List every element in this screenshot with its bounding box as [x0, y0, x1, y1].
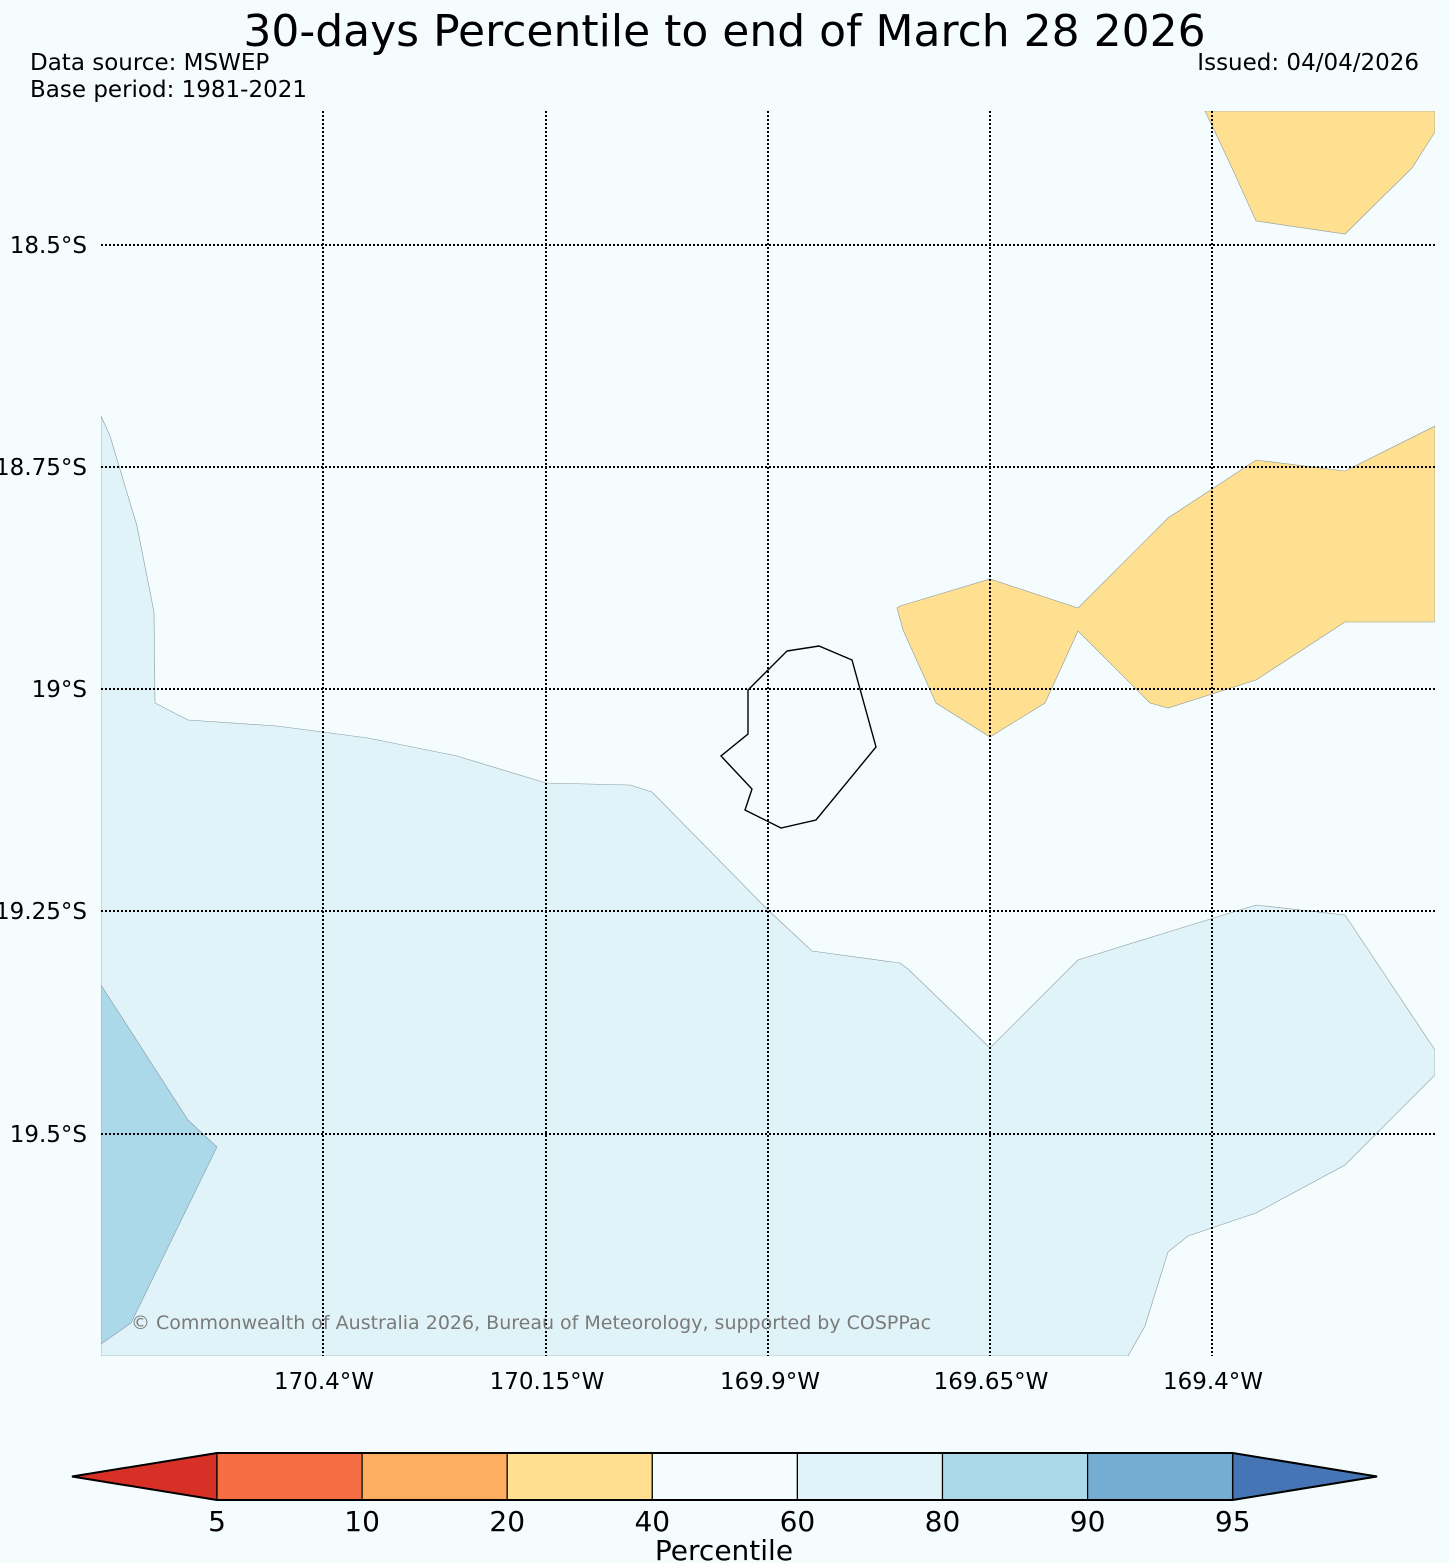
region-60-80-percentile [101, 415, 1435, 1356]
lon-label: 169.65°W [934, 1369, 1049, 1395]
colorbar-tick-label: 5 [208, 1505, 226, 1538]
region-80-90-percentile [101, 984, 218, 1345]
lon-label: 169.4°W [1163, 1369, 1263, 1395]
base-period: Base period: 1981-2021 [30, 77, 308, 103]
lat-label: 19.5°S [10, 1122, 87, 1148]
map-area [101, 111, 1435, 1356]
colorbar-tick-label: 20 [489, 1505, 525, 1538]
colorbar-extend-high [1231, 1452, 1378, 1501]
lon-label: 170.15°W [490, 1369, 605, 1395]
lon-label: 170.4°W [274, 1369, 374, 1395]
colorbar-segment [651, 1452, 798, 1501]
data-source: Data source: MSWEP [30, 50, 270, 76]
lat-label: 19.25°S [0, 899, 87, 925]
colorbar-tick-label: 60 [780, 1505, 816, 1538]
niue-island-outline [719, 645, 877, 829]
colorbar: 5 10 20 40 60 80 90 95 [71, 1452, 1378, 1538]
colorbar-tick-label: 80 [925, 1505, 961, 1538]
colorbar-segment [216, 1452, 363, 1501]
colorbar-extend-low [71, 1452, 218, 1501]
colorbar-segment [361, 1452, 508, 1501]
region-20-40-percentile-north [1204, 111, 1435, 235]
copyright-notice: © Commonwealth of Australia 2026, Bureau… [131, 1312, 931, 1334]
colorbar-tick-label: 40 [634, 1505, 670, 1538]
colorbar-title: Percentile [655, 1534, 793, 1563]
colorbar-tick-label: 10 [344, 1505, 380, 1538]
graticule [101, 111, 1435, 1356]
issued-date: Issued: 04/04/2026 [1197, 50, 1419, 76]
colorbar-segment [941, 1452, 1089, 1501]
lat-label: 18.5°S [10, 233, 87, 259]
colorbar-segment [796, 1452, 944, 1501]
colorbar-tick-label: 95 [1215, 1505, 1251, 1538]
map-title: 30-days Percentile to end of March 28 20… [243, 6, 1206, 57]
colorbar-segment [506, 1452, 653, 1501]
colorbar-tick-label: 90 [1070, 1505, 1106, 1538]
lat-label: 18.75°S [0, 455, 87, 481]
colorbar-segment [1086, 1452, 1234, 1501]
source-info: Data source: MSWEP Base period: 1981-202… [30, 50, 307, 104]
colorbar-outline [71, 1452, 1378, 1501]
lat-label: 19°S [32, 677, 87, 703]
lon-label: 169.9°W [720, 1369, 820, 1395]
